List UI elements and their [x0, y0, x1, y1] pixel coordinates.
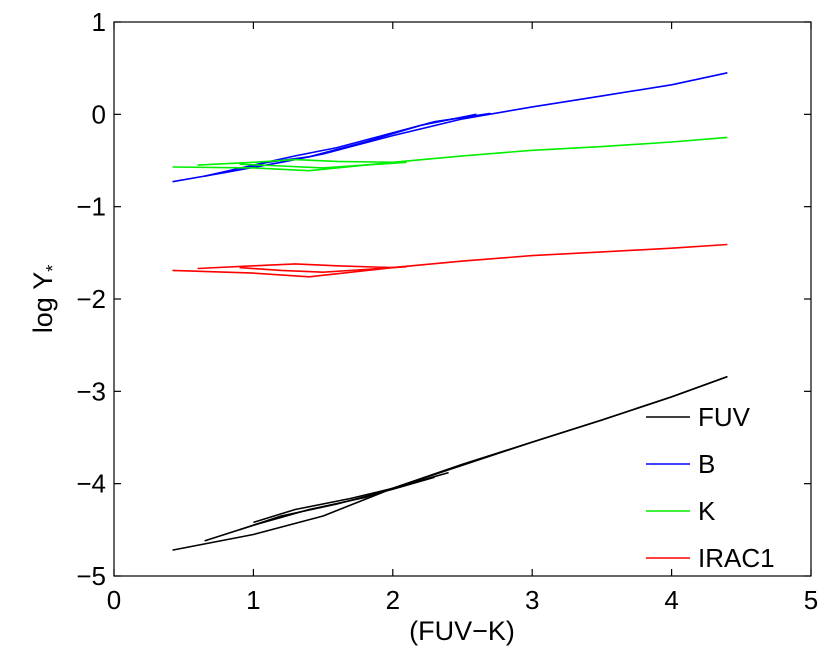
series-line: [204, 375, 728, 542]
series-line: [239, 265, 407, 274]
plot-lines: [172, 72, 728, 551]
y-tick-label: 0: [92, 99, 106, 129]
x-tick-label: 1: [246, 585, 260, 615]
y-axis: 1 0 −1 −2 −3 −4 −5: [76, 7, 811, 591]
series-line: [197, 263, 393, 270]
x-axis: 0 1 2 3 4 5: [107, 22, 818, 615]
series-line: [197, 158, 393, 166]
x-tick-label: 3: [525, 585, 539, 615]
legend-entry: B: [698, 449, 715, 479]
y-tick-label: 1: [92, 7, 106, 37]
series-line: [239, 113, 477, 171]
legend-entry: IRAC1: [698, 543, 775, 573]
legend-entry: K: [698, 496, 716, 526]
series-line: [239, 161, 407, 169]
series-line: [253, 471, 449, 524]
series-fuv: [172, 375, 728, 551]
x-tick-label: 2: [386, 585, 400, 615]
series-line: [172, 136, 728, 172]
y-tick-label: −2: [76, 284, 106, 314]
x-tick-label: 0: [107, 585, 121, 615]
series-line: [172, 243, 728, 278]
y-axis-label: log Υ*: [28, 265, 63, 334]
x-tick-label: 5: [804, 585, 818, 615]
x-tick-label: 4: [664, 585, 678, 615]
x-axis-label: (FUV−K): [409, 616, 515, 646]
series-irac1: [172, 243, 728, 278]
series-k: [172, 136, 728, 172]
y-tick-label: −1: [76, 192, 106, 222]
legend-entry: FUV: [698, 402, 751, 432]
y-tick-label: −4: [76, 469, 106, 499]
legend: FUV BK IRAC1: [646, 402, 775, 573]
axes-frame: [113, 21, 812, 577]
y-tick-label: −5: [76, 561, 106, 591]
y-tick-label: −3: [76, 376, 106, 406]
